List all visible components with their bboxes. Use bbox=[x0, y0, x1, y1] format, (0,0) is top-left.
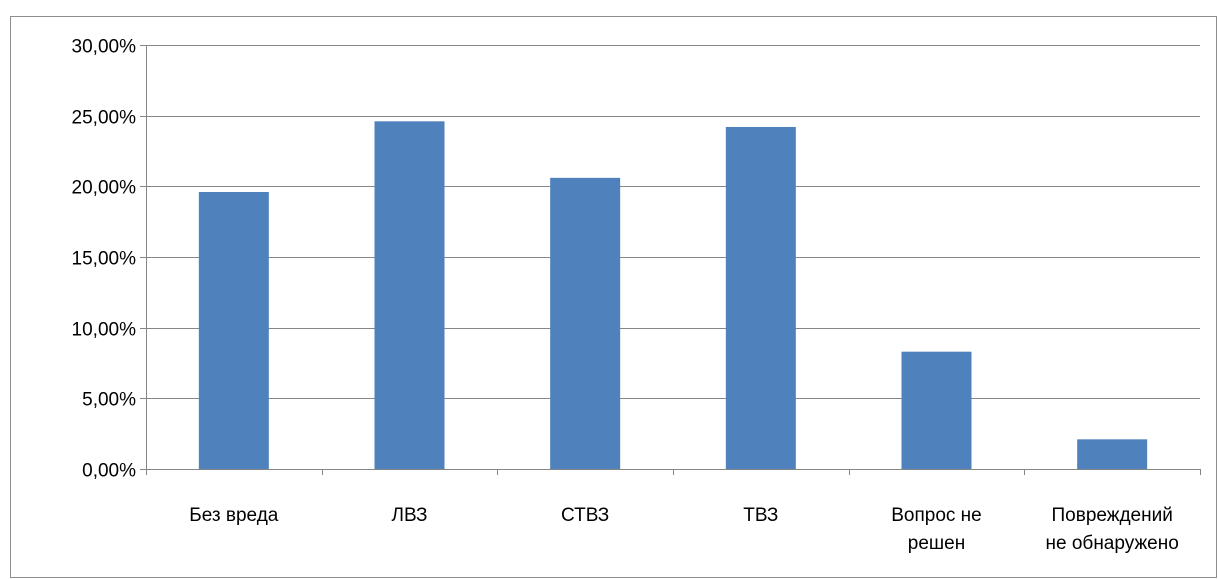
axes bbox=[140, 45, 1201, 475]
gridlines bbox=[146, 45, 1200, 399]
y-tick-label: 30,00% bbox=[72, 37, 137, 58]
x-tick-label: СТВЗ bbox=[561, 505, 609, 526]
x-tick-label: Вопрос не решен bbox=[891, 505, 982, 554]
y-tick-label: 15,00% bbox=[72, 249, 137, 270]
y-tick-label: 25,00% bbox=[72, 108, 137, 129]
bar bbox=[1077, 439, 1148, 469]
bar bbox=[550, 177, 621, 469]
x-tick-label: ТВЗ bbox=[743, 505, 778, 526]
bars bbox=[198, 121, 1148, 470]
y-tick-labels: 0,00% 5,00% 10,00% 15,00% 20,00% 25,00% 30,00% bbox=[72, 37, 137, 482]
bar bbox=[198, 191, 269, 469]
x-tick-label: Повреждений не обнаружено bbox=[1046, 505, 1179, 554]
x-tick-label: ЛВЗ bbox=[392, 505, 428, 526]
bar bbox=[374, 121, 445, 469]
y-tick-label: 0,00% bbox=[82, 461, 136, 482]
x-tick-label: Без вреда bbox=[189, 505, 279, 526]
x-tick-labels: Без вреда ЛВЗ СТВЗ ТВЗ Вопрос не решен Поврежд… bbox=[189, 505, 1179, 554]
bar bbox=[901, 351, 972, 469]
y-tick-label: 5,00% bbox=[82, 390, 136, 411]
y-tick-label: 20,00% bbox=[72, 178, 137, 199]
y-tick-label: 10,00% bbox=[72, 320, 137, 341]
bar bbox=[725, 126, 796, 470]
